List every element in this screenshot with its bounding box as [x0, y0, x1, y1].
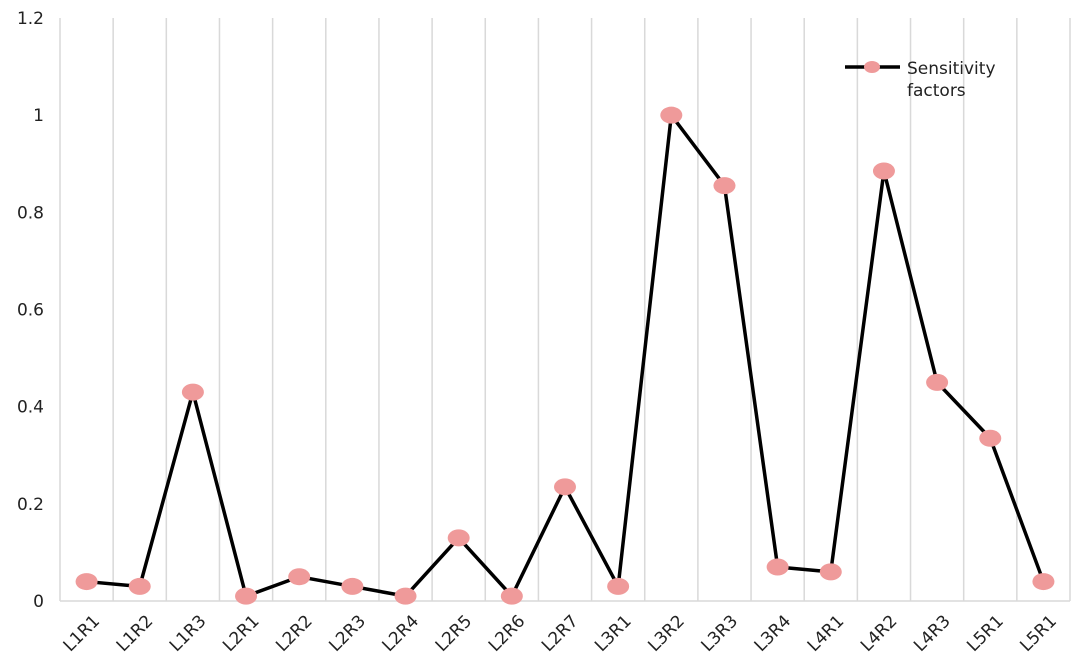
x-tick-label: L2R3 [325, 611, 369, 655]
data-point [607, 577, 630, 595]
x-tick-label: L4R2 [857, 611, 901, 655]
grid-lines [59, 18, 1071, 602]
y-tick-label: 0 [33, 592, 44, 612]
data-point [766, 558, 789, 576]
data-point [660, 106, 683, 124]
x-tick-label: L4R1 [804, 611, 848, 655]
x-tick-label: L2R7 [538, 611, 582, 655]
legend: Sensitivity factors [845, 59, 996, 101]
legend-marker-swatch [864, 61, 880, 73]
x-tick-label: L2R6 [485, 611, 529, 655]
y-tick-label: 1.2 [17, 9, 44, 29]
y-tick-label: 0.2 [17, 495, 44, 515]
x-tick-label: L1R1 [60, 611, 104, 655]
x-tick-label: L3R4 [751, 611, 795, 655]
y-tick-label: 1 [33, 106, 44, 126]
x-tick-label: L2R2 [272, 611, 316, 655]
x-tick-label: L5R1 [1016, 611, 1060, 655]
data-point [128, 577, 151, 595]
data-point [181, 383, 204, 401]
legend-label-line2: factors [907, 81, 966, 101]
x-tick-label: L2R5 [432, 611, 476, 655]
data-point [500, 587, 523, 605]
y-tick-label: 0.6 [17, 301, 44, 321]
x-tick-label: L2R1 [219, 611, 263, 655]
data-point [447, 529, 470, 547]
y-tick-label: 0.8 [17, 203, 44, 223]
data-point [235, 587, 258, 605]
x-tick-label: L5R1 [963, 611, 1007, 655]
x-tick-label: L2R4 [379, 611, 423, 655]
data-point [872, 162, 895, 180]
data-point [979, 429, 1002, 447]
y-tick-label: 0.4 [17, 398, 44, 418]
data-point [1032, 573, 1055, 591]
data-point [341, 577, 364, 595]
series-sensitivity-factors [75, 106, 1055, 605]
data-point [75, 573, 98, 591]
data-point [713, 177, 736, 195]
data-point [554, 478, 576, 496]
x-tick-label: L1R2 [113, 611, 157, 655]
x-tick-label: L3R1 [591, 611, 635, 655]
x-tick-label: L3R3 [698, 611, 742, 655]
legend-label-line1: Sensitivity [907, 59, 996, 79]
x-tick-label: L3R2 [644, 611, 688, 655]
x-axis-ticks: L1R1 L1R2 L1R3 L2R1 L2R2 L2R3 L2R4 L2R5 L2R6 L2R7… [60, 611, 1061, 655]
data-point [926, 373, 949, 391]
data-point [288, 568, 311, 586]
data-point [394, 587, 417, 605]
data-point [819, 563, 842, 581]
x-tick-label: L4R3 [910, 611, 954, 655]
x-tick-label: L1R3 [166, 611, 210, 655]
series-line [86, 113, 1046, 598]
y-axis-ticks: 0 0.2 0.4 0.6 0.8 1 1.2 [17, 9, 44, 612]
